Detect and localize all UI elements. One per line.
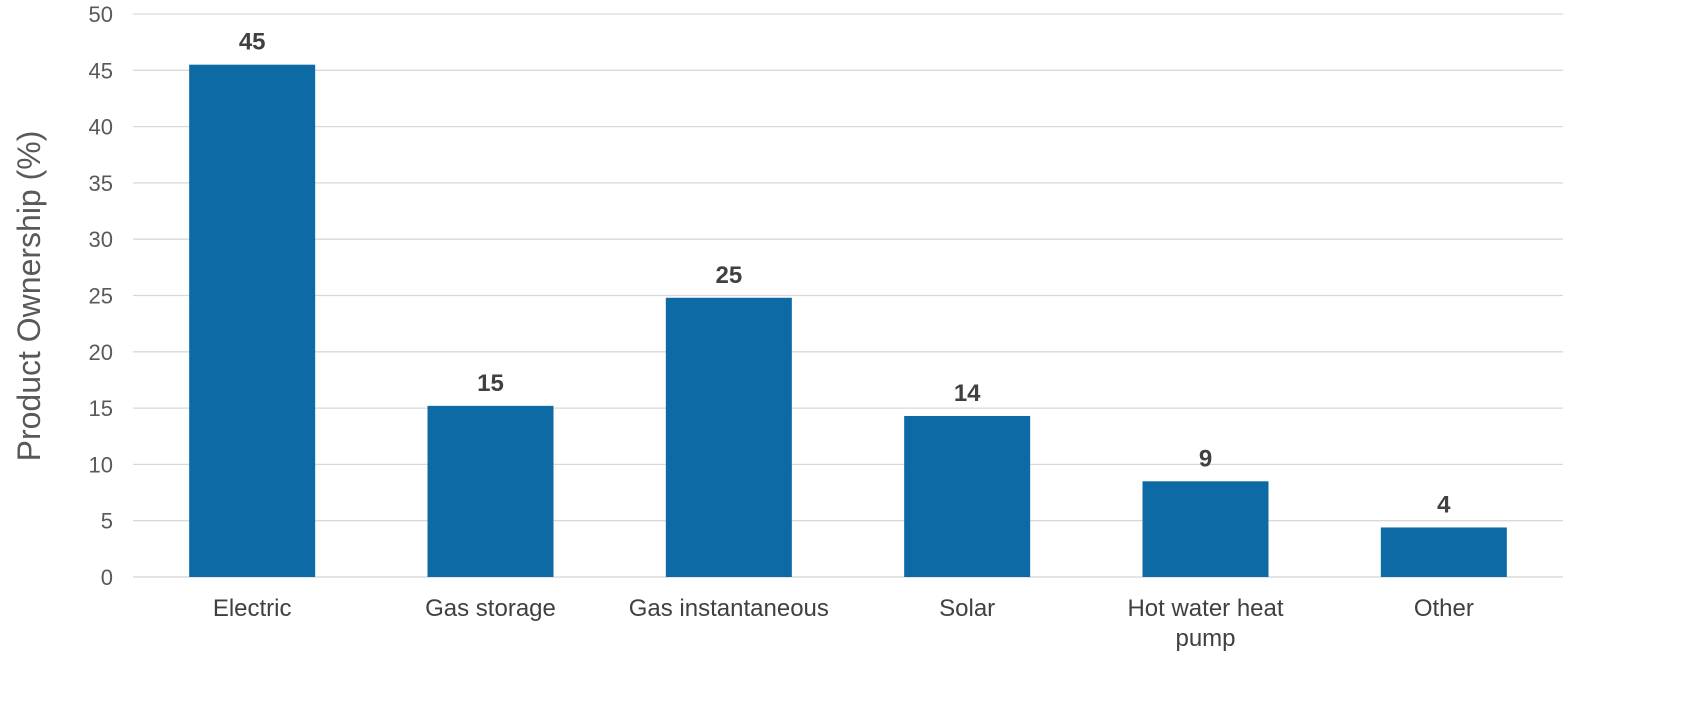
x-category-label-line: Solar	[939, 595, 995, 622]
x-category-label: Gas storage	[425, 595, 556, 622]
x-category-label-line: Gas storage	[425, 595, 556, 622]
y-tick-label: 45	[89, 58, 113, 83]
y-tick-label: 10	[89, 452, 113, 477]
y-tick-label: 15	[89, 396, 113, 421]
data-label: 4	[1437, 491, 1451, 518]
x-category-label-line: Hot water heat	[1127, 595, 1283, 622]
bar	[665, 297, 792, 577]
x-category-label-line: Other	[1414, 595, 1474, 622]
data-label: 25	[715, 262, 742, 289]
bar	[427, 405, 554, 577]
y-tick-label: 25	[89, 284, 113, 309]
bar	[1142, 481, 1269, 577]
data-label: 14	[954, 380, 981, 407]
y-axis-ticks: 0 5 10 15 20 25 30 35 40 45 50	[89, 2, 113, 590]
x-category-label: Hot water heat pump	[1127, 595, 1283, 652]
y-tick-label: 35	[89, 171, 113, 196]
y-axis-title: Product Ownership (%)	[11, 131, 47, 462]
bar	[1380, 527, 1507, 577]
bar	[189, 64, 316, 578]
x-category-label: Gas instantaneous	[629, 595, 829, 622]
y-tick-label: 5	[101, 509, 113, 534]
data-labels: 45 15 25 14 9 4	[239, 29, 1451, 519]
x-category-label: Solar	[939, 595, 995, 622]
y-tick-label: 0	[101, 565, 113, 590]
x-axis-categories: Electric Gas storage Gas instantaneous Sola…	[213, 595, 1474, 652]
data-label: 15	[477, 370, 504, 397]
x-category-label: Electric	[213, 595, 292, 622]
y-tick-label: 40	[89, 115, 113, 140]
x-category-label-line: Gas instantaneous	[629, 595, 829, 622]
x-category-label: Other	[1414, 595, 1474, 622]
data-label: 9	[1199, 445, 1212, 472]
x-category-label-line: pump	[1175, 625, 1235, 652]
y-tick-label: 30	[89, 227, 113, 252]
y-tick-label: 50	[89, 2, 113, 27]
data-label: 45	[239, 29, 266, 56]
x-category-label-line: Electric	[213, 595, 292, 622]
bar	[904, 415, 1031, 577]
gridlines	[133, 13, 1563, 578]
y-tick-label: 20	[89, 340, 113, 365]
bars	[189, 64, 1507, 578]
